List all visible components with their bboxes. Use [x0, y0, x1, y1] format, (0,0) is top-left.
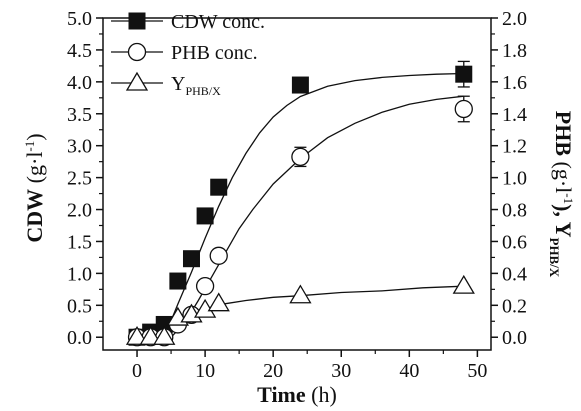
y-left-tick-label: 1.5 — [67, 231, 92, 253]
data-markers — [125, 65, 475, 347]
y-left-tick-label: 4.0 — [67, 72, 92, 94]
point-phb-conc — [209, 246, 228, 265]
x-tick-label: 40 — [399, 360, 419, 382]
x-tick-label: 20 — [263, 360, 283, 382]
point-cdw-conc — [169, 272, 187, 290]
point-y — [153, 325, 176, 345]
y-left-axis-ticks: 0.0 0.5 1.0 1.5 2.0 2.5 3.0 3.5 4.0 4.5 5.0 — [67, 8, 103, 349]
legend: CDW conc. PHB conc. YPHB/X — [111, 11, 265, 98]
y-left-tick-label: 5.0 — [67, 8, 92, 30]
point-cdw-conc — [210, 178, 228, 196]
y-left-tick-label: 1.0 — [67, 263, 92, 285]
y-right-tick-label: 1.4 — [502, 104, 527, 126]
point-y — [207, 292, 230, 312]
legend-marker-phb-conc — [127, 42, 147, 62]
point-phb-conc — [291, 147, 310, 167]
y-right-tick-label: 0.4 — [502, 263, 527, 285]
y-left-tick-label: 2.0 — [67, 200, 92, 222]
y-right-tick-label: 0.2 — [502, 295, 527, 317]
y-left-tick-label: 4.5 — [67, 40, 92, 62]
y-right-tick-label: 1.2 — [502, 136, 527, 158]
point-cdw-conc — [196, 207, 214, 225]
x-axis-ticks: 0 10 20 30 40 50 — [132, 350, 487, 382]
x-tick-label: 30 — [331, 360, 351, 382]
error-bars — [212, 60, 470, 263]
y-right-tick-label: 2.0 — [502, 8, 527, 30]
legend-marker-y — [125, 71, 149, 91]
y-right-tick-label: 1.6 — [502, 72, 527, 94]
point-y — [452, 274, 475, 294]
legend-label-cdw-conc: CDW conc. — [171, 11, 265, 33]
point-y — [125, 325, 149, 345]
x-tick-label: 10 — [195, 360, 215, 382]
y-left-tick-label: 0.5 — [67, 295, 92, 317]
point-y — [289, 284, 312, 304]
fit-curves — [163, 72, 464, 338]
point-phb-conc — [454, 99, 473, 119]
y-left-tick-label: 2.5 — [67, 168, 92, 190]
point-cdw-conc — [291, 76, 309, 94]
y-right-tick-label: 1.0 — [502, 168, 527, 190]
x-axis-title: Time (h) — [257, 382, 337, 407]
point-phb-conc — [195, 277, 215, 296]
point-cdw-conc — [455, 65, 473, 83]
x-tick-label: 50 — [467, 360, 487, 382]
y-right-tick-label: 1.8 — [502, 40, 527, 62]
y-left-tick-label: 3.5 — [67, 104, 92, 126]
point-y — [139, 325, 162, 345]
plot-frame — [102, 17, 492, 351]
x-tick-label: 0 — [132, 360, 142, 382]
y-right-tick-label: 0.6 — [502, 231, 527, 253]
y-right-axis-ticks: 0.0 0.2 0.4 0.6 0.8 1.0 1.2 1.4 1.6 1.8 2.0 — [491, 8, 527, 349]
legend-label-phb-conc: PHB conc. — [171, 42, 258, 64]
y-left-axis-title: CDW (g·l-1) — [22, 133, 47, 242]
y-right-axis-title: PHB (g·l-1), YPHB/X — [547, 111, 576, 278]
y-right-tick-label: 0.8 — [502, 200, 527, 222]
fit-curve-cdw-conc — [163, 72, 464, 338]
point-cdw-conc — [182, 250, 200, 268]
y-right-tick-label: 0.0 — [502, 327, 527, 349]
y-left-tick-label: 3.0 — [67, 136, 92, 158]
legend-label-y: YPHB/X — [171, 73, 221, 98]
legend-marker-cdw-conc — [128, 12, 146, 30]
y-left-tick-label: 0.0 — [67, 327, 92, 349]
